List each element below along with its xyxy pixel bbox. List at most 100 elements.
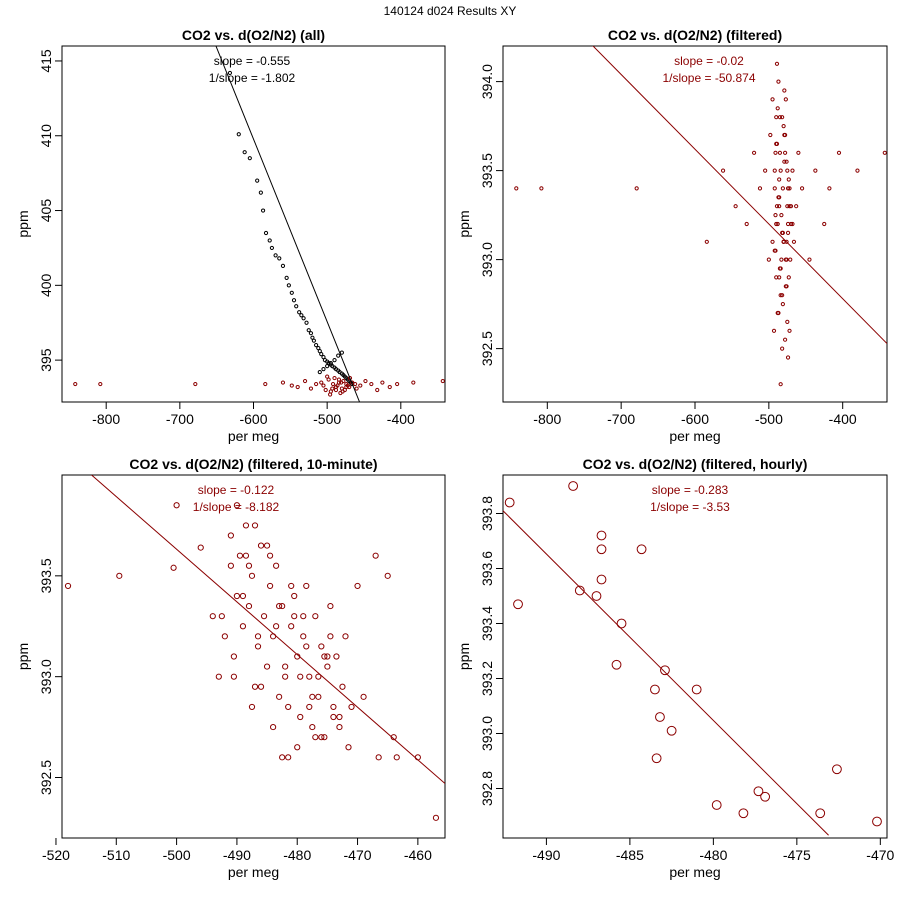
data-point [785,355,791,360]
data-point [282,673,289,680]
data-point [704,239,709,244]
data-point [347,375,353,381]
data-point [263,381,268,387]
data-point [321,366,326,372]
data-point [778,168,783,173]
data-point [227,562,234,569]
x-tick-label: -400 [387,411,415,427]
data-point [763,168,768,173]
x-axis-label: per meg [669,864,720,880]
data-point [295,384,300,390]
data-point [303,643,310,650]
slope-annotation: slope = -0.02 [674,54,744,68]
data-point [807,257,812,262]
inverse-slope-annotation: 1/slope = -1.802 [209,71,296,85]
data-point [785,230,791,235]
data-point [720,168,726,173]
data-point [116,572,123,579]
data-point [336,377,342,382]
y-tick-label: 392.5 [479,331,495,366]
series-10-minute [64,502,440,821]
y-tick-label: 394.0 [479,64,495,99]
data-point [273,562,280,569]
data-point [568,481,579,491]
data-point [785,204,790,209]
data-point [772,168,777,173]
data-point [779,213,784,218]
data-point [375,754,382,761]
data-point [513,599,523,610]
data-point [777,150,783,155]
data-point [414,754,421,761]
data-point [354,582,361,590]
data-point [751,150,757,155]
data-point [300,613,307,620]
data-point [432,814,440,821]
data-point [324,653,331,660]
data-point [288,623,295,630]
y-tick-label: 393.2 [479,661,495,696]
data-point [242,150,247,155]
data-point [342,633,349,640]
data-point [276,602,283,610]
data-point [634,186,639,191]
data-point [790,221,795,227]
data-point [738,808,749,819]
data-point [757,186,763,191]
data-point [776,79,781,84]
chart-title: CO2 vs. d(O2/N2) (filtered, hourly) [583,456,808,472]
data-point [855,168,860,173]
data-point [782,150,788,155]
data-point [318,643,325,650]
data-point [263,230,269,236]
data-point [248,703,256,711]
slope-annotation: slope = -0.283 [652,483,729,497]
data-point [655,712,665,722]
plot-area [64,475,445,821]
data-point [297,713,304,721]
data-point [270,723,277,731]
chart-panel-filtered: CO2 vs. d(O2/N2) (filtered) -800 -700 -600 -… [456,27,888,444]
data-point [782,88,787,93]
data-point [781,239,786,244]
data-point [309,723,316,731]
y-tick-label: 393.8 [479,496,495,531]
data-point [768,132,773,138]
data-point [787,328,792,333]
x-axis-label: per meg [669,428,720,444]
x-tick-label: -490 [532,847,560,863]
chart-panel-all: CO2 vs. d(O2/N2) (all) -800 -700 -600 -500 -4… [15,27,446,444]
data-point [291,613,298,620]
data-point [611,659,622,670]
data-point [514,186,519,191]
data-point [780,230,785,235]
data-point [267,238,272,243]
data-point [387,384,392,390]
data-point [777,195,782,200]
data-point [813,168,818,173]
data-point [324,663,331,670]
x-tick-label: -600 [681,411,709,427]
data-point [790,168,795,173]
series-unfiltered [227,70,355,387]
data-point [304,320,309,325]
data-point [289,290,294,295]
data-point [539,186,544,191]
data-point [771,328,777,333]
data-point [784,159,789,164]
data-point [280,380,286,385]
y-tick-label: 393.5 [38,558,54,593]
data-point [784,284,789,289]
data-point [319,352,324,357]
data-point [596,574,607,585]
data-point [786,177,791,182]
x-tick-label: -500 [163,847,191,863]
data-point [336,723,343,731]
data-point [832,764,842,775]
data-point [596,544,607,555]
y-axis-label: ppm [456,210,472,237]
data-point [336,353,341,358]
data-point [360,693,367,700]
x-tick-label: -500 [755,411,783,427]
y-axis-label: ppm [15,643,31,670]
